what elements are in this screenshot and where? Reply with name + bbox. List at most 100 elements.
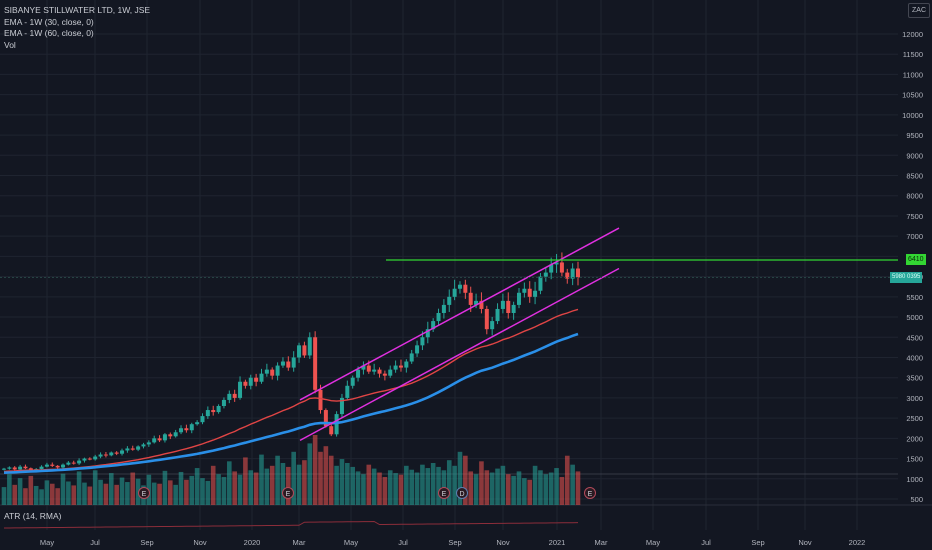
time-axis[interactable]: May Jul Sep Nov 2020 Mar May Jul Sep Nov 2021 Mar Ma… <box>40 538 865 547</box>
time-tick-label: 2022 <box>849 538 866 547</box>
time-tick-label: Nov <box>193 538 207 547</box>
volume-bar <box>12 484 18 505</box>
volume-bar <box>23 488 28 505</box>
volume-bar <box>446 460 452 505</box>
volume-bar <box>575 471 581 505</box>
candle-body <box>114 452 119 454</box>
candle-body <box>479 300 484 309</box>
candle-body <box>221 399 226 406</box>
price-tick-label: 3500 <box>906 374 923 383</box>
time-tick-label: 2021 <box>549 538 566 547</box>
earnings-marker-label: E <box>442 491 447 498</box>
candle-body <box>168 434 173 437</box>
ema30-line <box>3 308 579 473</box>
candle-body <box>205 410 210 417</box>
volume-bar <box>339 459 345 505</box>
volume-bar <box>570 464 575 505</box>
candle-body <box>82 458 87 461</box>
volume-bar <box>334 465 339 505</box>
volume-bar <box>28 475 34 505</box>
volume-bar <box>371 468 377 505</box>
time-tick-label: Nov <box>496 538 510 547</box>
volume-bar <box>205 480 211 505</box>
volume-bar <box>511 475 516 505</box>
atr-line <box>4 520 579 529</box>
price-tick-label: 500 <box>910 495 923 504</box>
candle-body <box>291 357 296 368</box>
volume-bar <box>216 474 221 505</box>
candle-body <box>361 365 366 370</box>
volume-bar <box>92 470 98 505</box>
volume-bar <box>291 451 296 505</box>
chart-legend: SIBANYE STILLWATER LTD, 1W, JSE EMA - 1W… <box>4 5 150 51</box>
candle-body <box>404 361 409 368</box>
candle-body <box>345 385 350 398</box>
price-tick-label: 1500 <box>906 455 923 464</box>
ema60-legend[interactable]: EMA - 1W (60, close, 0) <box>4 28 94 38</box>
volume-bar <box>457 451 463 505</box>
candle-body <box>184 428 189 431</box>
volume-bar <box>178 471 184 505</box>
volume-bar <box>361 474 366 505</box>
volume-bar <box>516 471 522 505</box>
volume-bar <box>522 478 527 505</box>
candle-body <box>447 296 452 305</box>
candle-body <box>254 377 259 382</box>
volume-bar <box>543 474 549 505</box>
volume-bar <box>259 454 264 505</box>
candle-body <box>463 284 468 293</box>
price-axis[interactable]: 500 1000 1500 2000 2500 3000 3500 4000 4500 5000 5… <box>902 30 923 504</box>
candle-body <box>216 406 221 413</box>
volume-bar <box>253 472 259 505</box>
candle-body <box>39 466 44 470</box>
volume-bar <box>194 468 200 505</box>
price-tick-label: 7000 <box>906 232 923 241</box>
currency-button[interactable]: ZAC <box>908 3 930 18</box>
candle-body <box>55 465 60 468</box>
volume-bar <box>157 483 162 505</box>
candle-body <box>286 361 291 368</box>
volume-bar <box>243 457 248 505</box>
volume-bar <box>382 477 388 505</box>
price-tick-label: 3000 <box>906 394 923 403</box>
volume-bar <box>87 486 93 505</box>
price-tick-label: 5000 <box>906 313 923 322</box>
time-tick-label: Sep <box>140 538 153 547</box>
candle-body <box>554 262 559 265</box>
ema30-legend[interactable]: EMA - 1W (30, close, 0) <box>4 16 94 27</box>
volume-bar <box>108 473 114 505</box>
volume-bar <box>430 463 436 505</box>
volume-bar <box>404 465 409 505</box>
volume-bar <box>82 482 87 505</box>
volume-bar <box>318 451 323 505</box>
candle-body <box>270 369 275 376</box>
volume-bar <box>484 470 490 505</box>
price-tick-label: 10500 <box>902 91 923 100</box>
ema60-line <box>3 332 579 474</box>
volume-bar <box>76 471 82 505</box>
price-tick-label: 5500 <box>906 293 923 302</box>
volume-bar <box>500 465 506 505</box>
grid-lines <box>0 0 932 530</box>
candle-body <box>87 458 92 460</box>
time-tick-label: May <box>344 538 358 547</box>
candle-body <box>318 389 323 411</box>
candle-body <box>307 337 312 356</box>
volume-bar <box>184 479 189 505</box>
atr-legend[interactable]: ATR (14, RMA) <box>4 511 62 521</box>
volume-bar <box>328 455 334 505</box>
candle-body <box>61 464 66 468</box>
volume-bar <box>463 455 468 505</box>
drawing-tools[interactable] <box>0 227 898 442</box>
volume-bar <box>377 472 382 505</box>
volume-bar <box>60 473 66 505</box>
candle-body <box>382 373 387 376</box>
candle-body <box>377 369 382 374</box>
candle-body <box>350 377 355 386</box>
symbol-title[interactable]: SIBANYE STILLWATER LTD, 1W, JSE <box>4 5 151 15</box>
time-tick-label: May <box>40 538 54 547</box>
volume-legend[interactable]: Vol <box>4 39 16 50</box>
candle-body <box>372 369 377 372</box>
